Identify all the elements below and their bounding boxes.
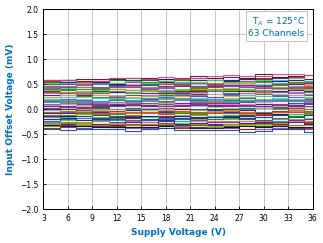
- X-axis label: Supply Voltage (V): Supply Voltage (V): [130, 228, 225, 237]
- Text: T$_A$ = 125°C
63 Channels: T$_A$ = 125°C 63 Channels: [248, 15, 305, 38]
- Y-axis label: Input Offset Voltage (mV): Input Offset Voltage (mV): [5, 43, 15, 175]
